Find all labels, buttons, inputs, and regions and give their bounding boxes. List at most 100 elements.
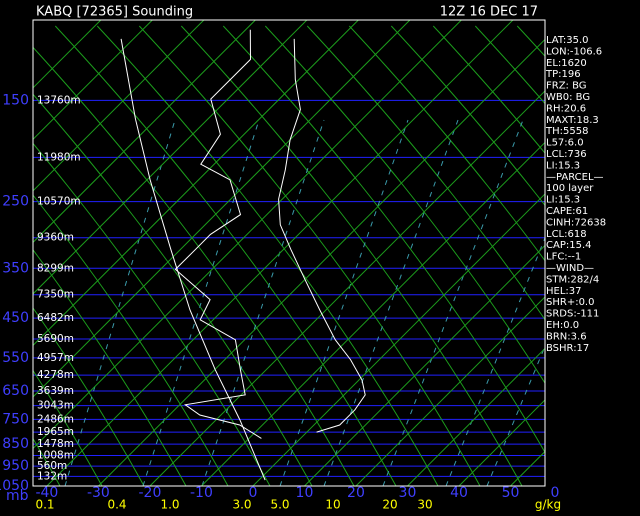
stat-line: CAP:15.4 (546, 240, 592, 251)
mixing-ratio-line (323, 119, 459, 486)
adiabat (96, 25, 439, 486)
isotherm (355, 296, 545, 486)
isotherm (149, 90, 545, 486)
adiabat (33, 369, 103, 486)
height-label: 560m (37, 460, 67, 472)
stat-line: LCL:736 (546, 149, 587, 160)
stat-line: LCL:618 (546, 229, 587, 240)
mixing-ratio-line (279, 119, 409, 486)
mixing-ratio-label: 1.0 (160, 498, 179, 512)
height-label: 9360m (37, 232, 74, 244)
height-label: 8299m (37, 262, 74, 274)
chart-title: KABQ [72365] Sounding (36, 5, 193, 20)
mixing-ratio-label: 0.4 (107, 498, 126, 512)
adiabat (33, 46, 355, 486)
stat-line: TH:5558 (545, 126, 588, 137)
x-tick-label: 10 (296, 485, 314, 501)
stat-line: TP:196 (545, 69, 581, 80)
y-tick-label: 850 (2, 436, 29, 452)
edge-label: 0 (551, 485, 560, 501)
plot-frame (32, 19, 546, 487)
isotherm (33, 20, 359, 347)
height-label: 4957m (37, 352, 74, 364)
height-label: 5690m (37, 333, 74, 345)
height-label: 10570m (37, 196, 81, 208)
height-label: 3639m (37, 385, 74, 397)
x-tick-label: -20 (138, 485, 161, 501)
stat-line: FRZ: BG (546, 81, 587, 92)
isotherm (33, 20, 411, 398)
height-label: 6482m (37, 312, 74, 324)
adiabat (222, 25, 545, 454)
y-tick-label: 150 (2, 92, 29, 108)
profile-line (174, 29, 262, 439)
stat-line: RH:20.6 (546, 103, 586, 114)
stat-line: SHR+:0.0 (546, 297, 594, 308)
x-tick-label: 20 (347, 485, 365, 501)
x-tick-label: -30 (87, 485, 110, 501)
stat-line: L57:6.0 (546, 138, 584, 149)
mixing-ratio-unit: g/kg (535, 498, 561, 512)
adiabat (432, 25, 545, 154)
height-label: 1008m (37, 449, 74, 461)
profile-line (278, 38, 366, 433)
height-label: 2486m (37, 413, 74, 425)
stat-line: SRDS:-111 (546, 309, 599, 320)
mixing-ratio-line (142, 119, 260, 486)
stat-line: EL:1620 (546, 58, 587, 69)
isotherm (201, 141, 545, 486)
stat-line: BSHR:17 (546, 343, 589, 354)
stat-line: LAT:35.0 (546, 35, 589, 46)
isotherm (33, 20, 256, 244)
mixing-ratio-label: 5.0 (270, 498, 289, 512)
stat-line: LI:15.3 (546, 160, 580, 171)
x-tick-label: 50 (502, 485, 520, 501)
y-unit: mb (6, 488, 29, 504)
adiabat (54, 25, 397, 486)
isotherm (33, 20, 205, 192)
height-label: 4278m (37, 369, 74, 381)
x-tick-label: 30 (399, 485, 417, 501)
y-tick-label: 550 (2, 350, 29, 366)
mixing-ratio-label: 0.1 (35, 498, 54, 512)
stat-line: BRN:3.6 (546, 331, 587, 342)
stat-line: LON:-106.6 (546, 46, 602, 57)
height-label: 1478m (37, 438, 74, 450)
y-tick-label: 1050 (0, 478, 29, 494)
stat-line: 100 layer (546, 183, 594, 194)
adiabat (348, 25, 545, 262)
stat-line: LI:15.3 (546, 195, 580, 206)
y-tick-label: 950 (2, 458, 29, 474)
adiabat (33, 194, 229, 486)
mixing-ratio-label: 10 (325, 498, 340, 512)
adiabat (138, 25, 481, 486)
stat-line: HEL:37 (546, 286, 582, 297)
height-label: 13760m (37, 94, 81, 106)
stat-line: —WIND— (546, 263, 594, 274)
stat-line: EH:0.0 (546, 320, 579, 331)
y-tick-label: 450 (2, 310, 29, 326)
stat-line: MAXT:18.3 (546, 115, 599, 126)
height-label: 132m (37, 470, 67, 482)
y-tick-label: 750 (2, 411, 29, 427)
isotherm (458, 399, 545, 486)
adiabat (601, 26, 640, 486)
isotherm (33, 20, 462, 450)
height-label: 1965m (37, 426, 74, 438)
mixing-ratio-label: 3.0 (232, 498, 251, 512)
mixing-ratio-label: 30 (417, 498, 432, 512)
profile-line (120, 38, 266, 481)
x-tick-label: -10 (190, 485, 213, 501)
stat-line: STM:282/4 (546, 274, 599, 285)
y-tick-label: 250 (2, 194, 29, 210)
stat-line: —PARCEL— (546, 172, 604, 183)
isotherm (33, 20, 153, 141)
adiabat (33, 93, 313, 486)
adiabat (33, 249, 187, 486)
stat-line: CINH:72638 (546, 217, 606, 228)
stat-line: WB0: BG (546, 92, 590, 103)
x-tick-label: 0 (248, 485, 257, 501)
isotherm (46, 20, 514, 486)
adiabat (264, 25, 545, 385)
